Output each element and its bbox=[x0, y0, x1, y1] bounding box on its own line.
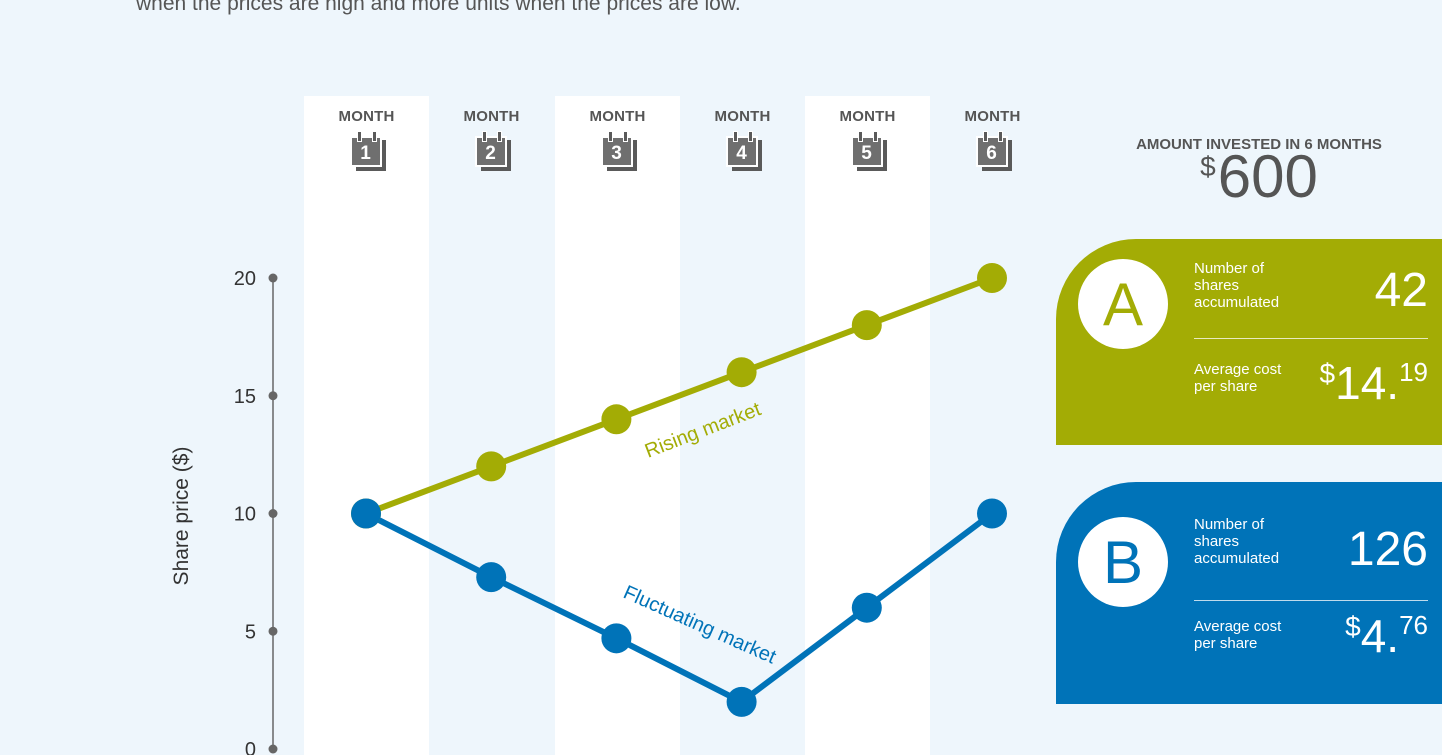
invested-amount: $600 bbox=[1074, 142, 1442, 212]
data-point-fluctuating bbox=[851, 592, 882, 623]
invested-currency: $ bbox=[1200, 151, 1216, 182]
cost-whole: 14. bbox=[1335, 357, 1400, 409]
month-header-4: MONTH 4 bbox=[680, 108, 805, 171]
data-point-fluctuating bbox=[601, 623, 632, 654]
y-tick-dot bbox=[268, 509, 278, 518]
y-axis-title: Share price ($) bbox=[170, 447, 193, 586]
calendar-icon: 1 bbox=[348, 131, 386, 171]
month-number: 6 bbox=[986, 143, 997, 164]
month-label: MONTH bbox=[714, 108, 771, 125]
intro-text: when the prices are high and more units … bbox=[136, 0, 741, 15]
month-band-5 bbox=[805, 96, 930, 755]
shares-label: Number of shares accumulated bbox=[1194, 516, 1280, 567]
month-header-1: MONTH 1 bbox=[304, 108, 429, 171]
data-point-fluctuating bbox=[476, 562, 507, 593]
month-header-2: MONTH 2 bbox=[429, 108, 554, 171]
y-tick-label: 15 bbox=[234, 386, 256, 408]
y-tick-dot bbox=[268, 626, 278, 636]
month-number: 1 bbox=[360, 143, 371, 164]
cost-cents: 19 bbox=[1399, 357, 1428, 387]
month-label: MONTH bbox=[589, 108, 646, 125]
y-tick-dot bbox=[268, 391, 278, 401]
y-tick-dot bbox=[268, 744, 278, 754]
month-band-1 bbox=[304, 96, 429, 755]
shares-value: 126 bbox=[1347, 523, 1428, 576]
data-point-rising bbox=[851, 310, 882, 341]
calendar-icon: 3 bbox=[599, 131, 637, 171]
data-point-rising bbox=[476, 451, 507, 482]
y-tick-label: 20 bbox=[234, 268, 256, 290]
y-tick-label: 10 bbox=[234, 504, 256, 526]
scenario-b-panel: B Number of shares accumulated 126 Avera… bbox=[1056, 482, 1442, 704]
cost-label: Average cost per share bbox=[1194, 618, 1282, 652]
scenario-badge: B bbox=[1078, 517, 1168, 607]
month-label: MONTH bbox=[839, 108, 896, 125]
series-line-fluctuating bbox=[363, 510, 995, 705]
calendar-icon: 6 bbox=[974, 131, 1012, 171]
scenario-badge: A bbox=[1078, 259, 1168, 349]
month-header-3: MONTH 3 bbox=[555, 108, 680, 171]
divider bbox=[1194, 600, 1428, 601]
month-header-6: MONTH 6 bbox=[930, 108, 1055, 171]
invested-title: AMOUNT INVESTED IN 6 MONTHS bbox=[1136, 136, 1382, 153]
scenario-a-panel: A Number of shares accumulated 42 Averag… bbox=[1056, 239, 1442, 445]
month-header-5: MONTH 5 bbox=[805, 108, 930, 171]
calendar-icon: 5 bbox=[849, 131, 887, 171]
month-label: MONTH bbox=[338, 108, 395, 125]
shares-label: Number of shares accumulated bbox=[1194, 260, 1280, 311]
month-label: MONTH bbox=[463, 108, 520, 125]
calendar-icon: 2 bbox=[473, 131, 511, 171]
data-point-fluctuating bbox=[351, 498, 381, 529]
divider bbox=[1194, 338, 1428, 339]
y-tick-label: 5 bbox=[245, 621, 256, 643]
series-label-rising: Rising market bbox=[642, 398, 764, 463]
month-number: 2 bbox=[485, 143, 496, 164]
month-number: 5 bbox=[861, 143, 872, 164]
data-point-rising bbox=[726, 357, 757, 388]
month-number: 3 bbox=[611, 143, 622, 164]
cost-currency: $ bbox=[1345, 611, 1361, 642]
invested-value: 600 bbox=[1217, 143, 1318, 210]
cost-currency: $ bbox=[1319, 358, 1336, 389]
shares-value: 42 bbox=[1374, 264, 1428, 317]
cost-value: $4.76 bbox=[1345, 610, 1428, 662]
cost-cents: 76 bbox=[1399, 610, 1428, 640]
month-label: MONTH bbox=[964, 108, 1021, 125]
cost-label: Average cost per share bbox=[1194, 361, 1282, 395]
series-line-rising bbox=[363, 275, 995, 517]
cost-whole: 4. bbox=[1360, 610, 1400, 662]
data-point-fluctuating bbox=[977, 498, 1007, 529]
y-tick-dot bbox=[268, 273, 278, 283]
cost-value: $14.19 bbox=[1320, 357, 1428, 409]
data-point-rising bbox=[601, 404, 632, 435]
month-number: 4 bbox=[736, 143, 747, 164]
data-point-rising bbox=[977, 263, 1007, 293]
calendar-icon: 4 bbox=[724, 131, 762, 171]
data-point-fluctuating bbox=[726, 686, 757, 717]
y-tick-label: 0 bbox=[245, 739, 256, 755]
